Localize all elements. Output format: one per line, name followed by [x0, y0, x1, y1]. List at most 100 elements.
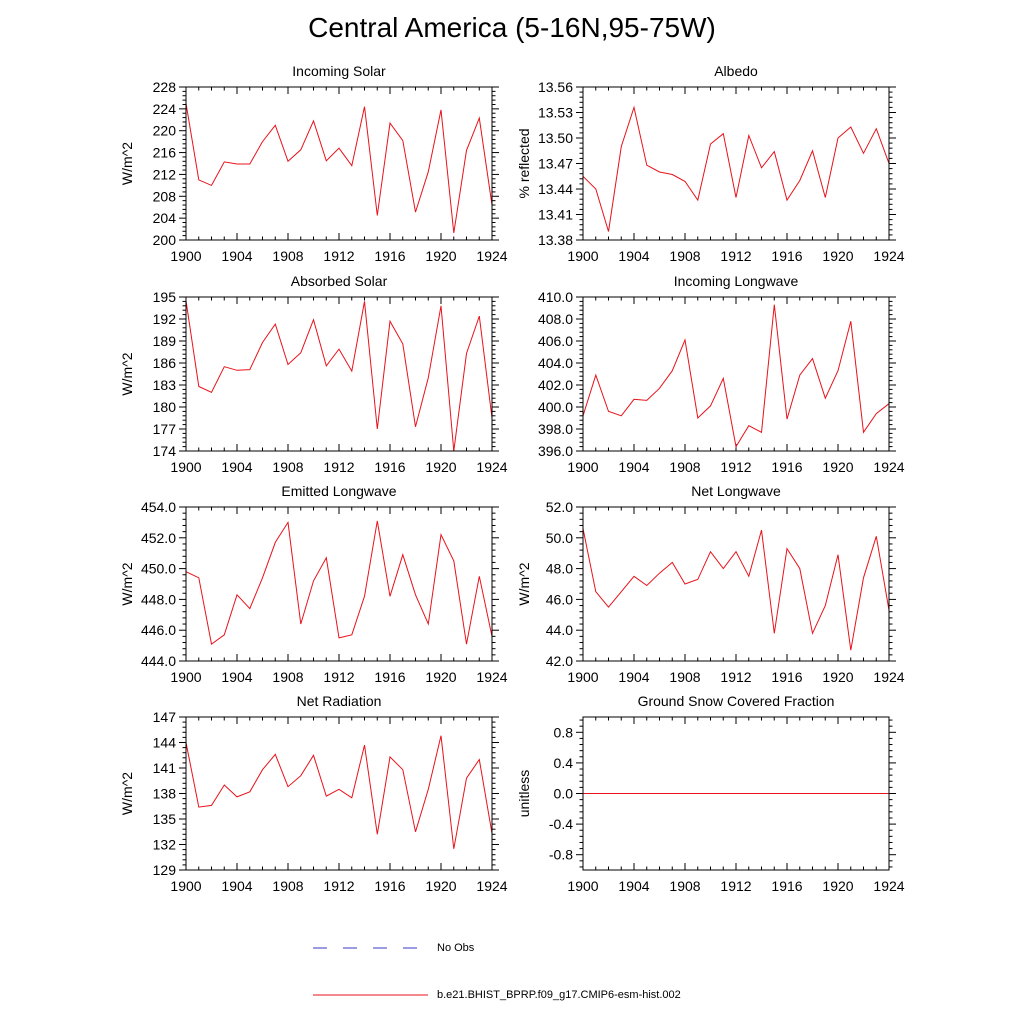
- x-tick-label: 1924: [873, 248, 904, 264]
- x-tick-label: 1904: [221, 669, 252, 685]
- y-axis-label: unitless: [516, 770, 532, 817]
- x-tick-label: 1920: [425, 878, 456, 894]
- y-tick-label: 192: [153, 311, 177, 327]
- y-tick-label: 452.0: [141, 530, 176, 546]
- x-tick-label: 1904: [618, 248, 649, 264]
- x-tick-label: 1900: [567, 878, 598, 894]
- y-axis-label: W/m^2: [119, 352, 135, 395]
- y-tick-label: 13.44: [538, 181, 573, 197]
- y-tick-label: 216: [153, 145, 177, 161]
- legend-no-obs-label: No Obs: [437, 942, 475, 954]
- x-tick-label: 1904: [618, 878, 649, 894]
- panel-net-radiation: Net Radiation W/m^2 1900 1904 1908 1912 1916 19…: [119, 693, 508, 894]
- x-tick-label: 1920: [822, 669, 853, 685]
- x-tick-label: 1900: [170, 459, 201, 475]
- x-tick-label: 1908: [272, 459, 303, 475]
- y-tick-label: 44.0: [546, 622, 573, 638]
- series-line: [186, 300, 492, 451]
- panel-title: Incoming Longwave: [674, 273, 799, 289]
- series-line: [186, 103, 492, 233]
- y-axis-label: W/m^2: [119, 142, 135, 185]
- series-line: [583, 304, 889, 448]
- y-tick-label: 48.0: [546, 561, 573, 577]
- x-tick-label: 1912: [323, 669, 354, 685]
- y-tick-label: 13.53: [538, 105, 573, 121]
- x-tick-label: 1908: [669, 248, 700, 264]
- panel-incoming-solar: Incoming Solar W/m^2 1900 1904 1908 1912 1916 1…: [119, 63, 508, 264]
- y-tick-label: 135: [153, 811, 177, 827]
- y-tick-label: 404.0: [538, 355, 573, 371]
- y-tick-label: 448.0: [141, 591, 176, 607]
- y-tick-label: 50.0: [546, 530, 573, 546]
- y-tick-label: 195: [153, 289, 177, 305]
- y-tick-label: 129: [153, 862, 177, 878]
- x-tick-label: 1912: [720, 248, 751, 264]
- x-tick-label: 1916: [771, 669, 802, 685]
- plot-frame: [582, 86, 890, 241]
- plot-frame: [582, 296, 890, 452]
- series-line: [186, 735, 492, 849]
- y-tick-label: 396.0: [538, 443, 573, 459]
- plot-frame: [582, 506, 890, 662]
- y-tick-label: 444.0: [141, 653, 176, 669]
- plot-frame: [185, 86, 493, 241]
- y-axis-label: % reflected: [516, 128, 532, 198]
- x-tick-label: 1916: [771, 878, 802, 894]
- y-tick-label: 0.4: [554, 755, 574, 771]
- x-tick-label: 1916: [771, 248, 802, 264]
- panel-albedo: Albedo % reflected 1900 1904 1908 1912 1916 192…: [516, 63, 905, 264]
- x-tick-label: 1904: [618, 459, 649, 475]
- panel-title: Emitted Longwave: [281, 483, 396, 499]
- x-tick-label: 1904: [221, 248, 252, 264]
- x-tick-label: 1916: [374, 459, 405, 475]
- y-tick-label: 454.0: [141, 499, 176, 515]
- x-tick-label: 1920: [425, 248, 456, 264]
- x-tick-label: 1924: [476, 878, 507, 894]
- panel-title: Net Radiation: [297, 693, 382, 709]
- x-tick-label: 1912: [323, 878, 354, 894]
- panel-net-longwave: Net Longwave W/m^2 1900 1904 1908 1912 1916 192…: [516, 483, 905, 685]
- x-tick-label: 1912: [720, 878, 751, 894]
- x-tick-label: 1920: [822, 248, 853, 264]
- y-tick-label: 52.0: [546, 499, 573, 515]
- y-tick-label: 13.38: [538, 232, 573, 248]
- plot-frame: [582, 716, 890, 871]
- panel-incoming-longwave: Incoming Longwave 1900 1904 1908 1912 1916 192…: [538, 273, 905, 475]
- series-line: [583, 105, 889, 232]
- x-tick-label: 1924: [873, 878, 904, 894]
- x-tick-label: 1912: [720, 459, 751, 475]
- y-tick-label: 204: [153, 210, 177, 226]
- y-tick-label: 13.56: [538, 79, 573, 95]
- x-tick-label: 1904: [618, 669, 649, 685]
- y-tick-label: 13.41: [538, 207, 573, 223]
- main-title: Central America (5-16N,95-75W): [308, 12, 716, 43]
- panel-ground-snow-covered-fraction: Ground Snow Covered Fraction unitless 1900…: [516, 693, 905, 894]
- panel-title: Incoming Solar: [292, 63, 386, 79]
- x-tick-label: 1912: [323, 459, 354, 475]
- x-tick-label: 1908: [669, 459, 700, 475]
- y-tick-label: 402.0: [538, 377, 573, 393]
- y-tick-label: 208: [153, 188, 177, 204]
- y-tick-label: 224: [153, 101, 177, 117]
- y-tick-label: 0.8: [554, 724, 574, 740]
- y-axis-label: W/m^2: [119, 562, 135, 605]
- y-tick-label: 189: [153, 333, 177, 349]
- y-axis-label: W/m^2: [119, 772, 135, 815]
- x-tick-label: 1908: [669, 669, 700, 685]
- x-tick-label: 1916: [374, 878, 405, 894]
- y-tick-label: 174: [153, 443, 177, 459]
- x-tick-label: 1900: [567, 669, 598, 685]
- x-tick-label: 1904: [221, 878, 252, 894]
- y-tick-label: 180: [153, 399, 177, 415]
- x-tick-label: 1924: [873, 669, 904, 685]
- x-tick-label: 1900: [170, 248, 201, 264]
- legend-model-label: b.e21.BHIST_BPRP.f09_g17.CMIP6-esm-hist.…: [437, 989, 681, 1001]
- y-tick-label: 450.0: [141, 561, 176, 577]
- x-tick-label: 1920: [822, 878, 853, 894]
- x-tick-label: 1900: [567, 459, 598, 475]
- x-tick-label: 1924: [476, 669, 507, 685]
- y-tick-label: 141: [153, 760, 177, 776]
- x-tick-label: 1920: [425, 459, 456, 475]
- panel-title: Ground Snow Covered Fraction: [638, 693, 835, 709]
- x-tick-label: 1924: [873, 459, 904, 475]
